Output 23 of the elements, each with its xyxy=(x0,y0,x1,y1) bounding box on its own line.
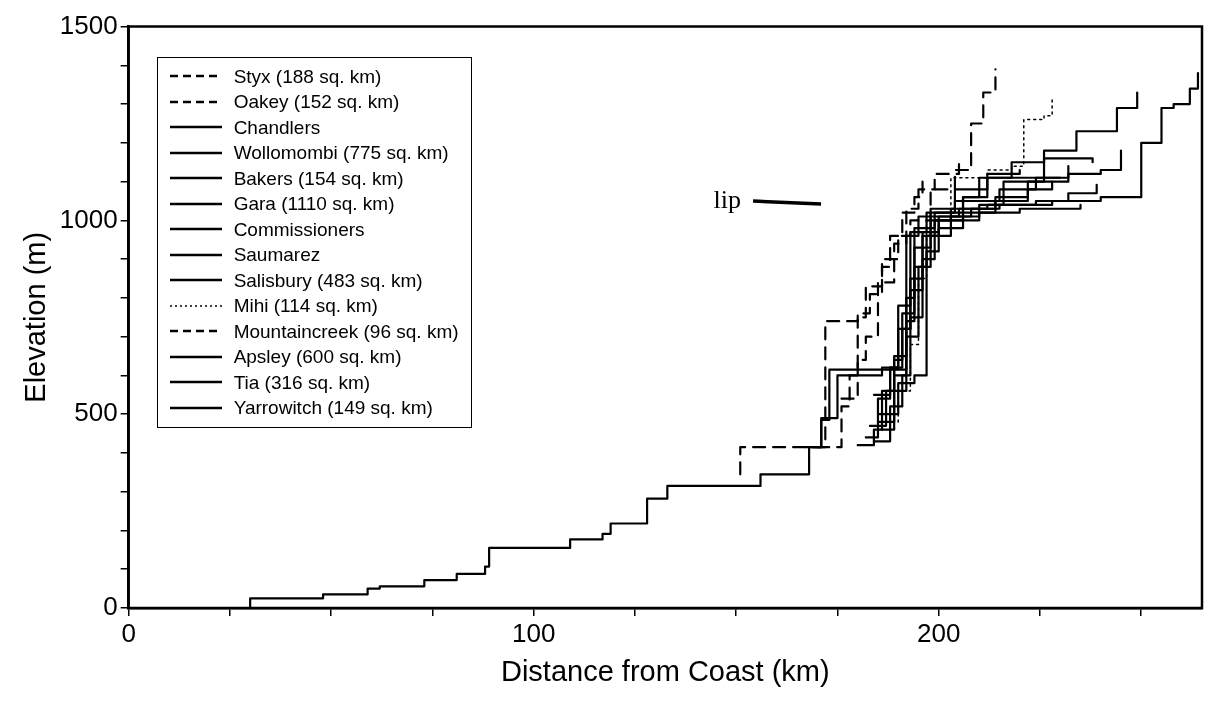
legend-label: Salisbury (483 sq. km) xyxy=(233,268,423,293)
x-tick-label: 100 xyxy=(511,617,556,648)
legend-label: Styx (188 sq. km) xyxy=(233,64,382,89)
legend-label: Chandlers xyxy=(233,115,321,140)
legend-label: Oakey (152 sq. km) xyxy=(233,90,400,115)
legend-label: Gara (1110 sq. km) xyxy=(233,192,395,217)
legend-label: Apsley (600 sq. km) xyxy=(233,345,402,370)
legend-label: Yarrowitch (149 sq. km) xyxy=(233,396,433,421)
legend-label: Saumarez xyxy=(233,243,321,268)
y-tick-label: 500 xyxy=(74,397,118,428)
y-tick-label: 1000 xyxy=(59,203,118,234)
legend-label: Mountaincreek (96 sq. km) xyxy=(233,319,459,344)
x-tick-label: 200 xyxy=(917,617,961,648)
legend-label: Commissioners xyxy=(233,217,365,242)
legend-label: Bakers (154 sq. km) xyxy=(233,166,404,191)
y-tick-label: 0 xyxy=(103,591,118,622)
legend-label: Mihi (114 sq. km) xyxy=(233,294,378,319)
legend-label: Tia (316 sq. km) xyxy=(233,370,371,395)
legend-label: Wollomombi (775 sq. km) xyxy=(233,141,449,166)
y-tick-label: 1500 xyxy=(59,9,118,40)
y-axis-title: Elevation (m) xyxy=(19,231,52,403)
x-axis-title: Distance from Coast (km) xyxy=(500,654,830,687)
annotation: lip xyxy=(713,184,742,214)
